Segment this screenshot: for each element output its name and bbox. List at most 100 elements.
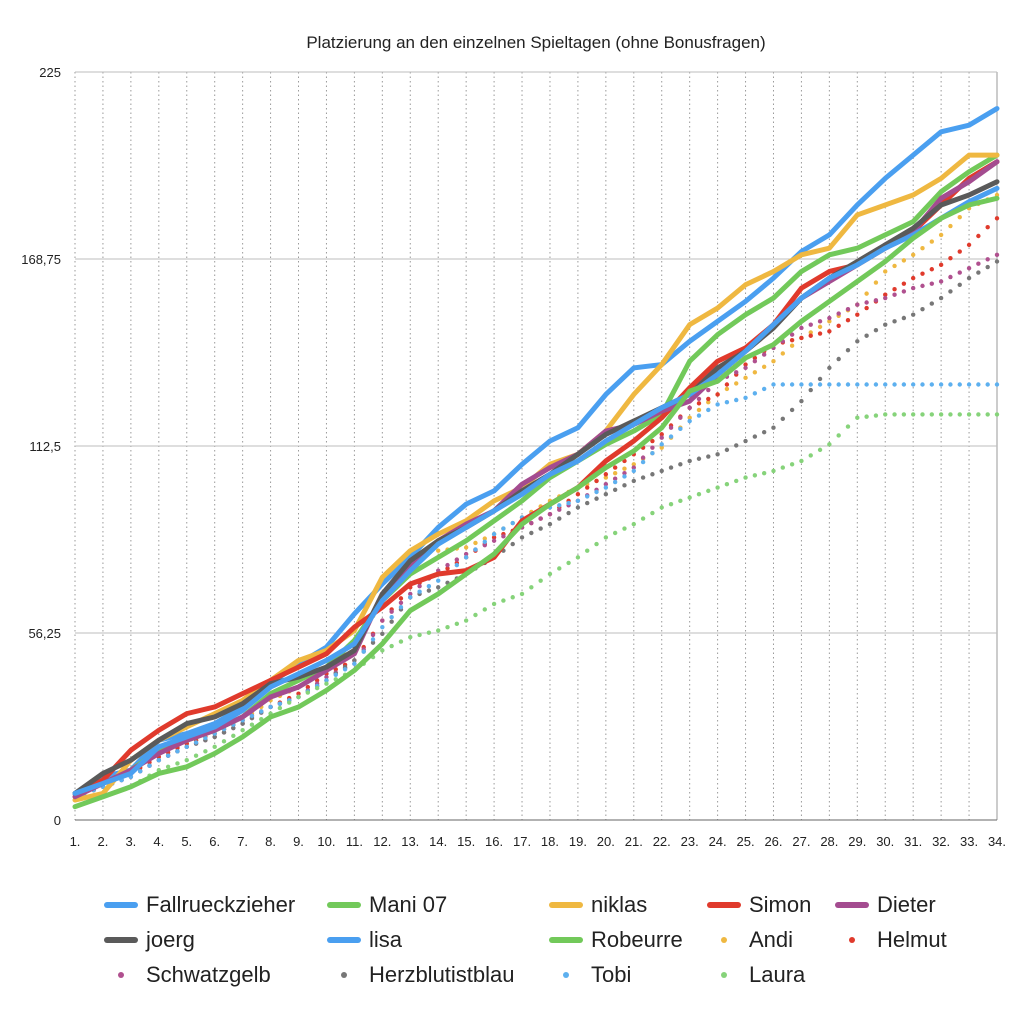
data-point <box>482 539 487 545</box>
data-point <box>789 407 795 413</box>
x-tick-label: 3. <box>125 834 136 849</box>
data-point <box>966 265 972 271</box>
data-point <box>212 734 217 740</box>
legend-item-niklas: niklas <box>549 888 647 922</box>
data-point <box>808 330 813 335</box>
data-point <box>901 382 907 387</box>
data-point <box>585 548 590 553</box>
data-point <box>994 382 1000 387</box>
data-point <box>221 730 227 735</box>
data-point <box>743 438 748 444</box>
data-point <box>463 555 469 560</box>
data-point <box>734 381 739 386</box>
legend-swatch <box>549 895 583 915</box>
data-point <box>361 649 366 654</box>
data-point <box>799 335 804 341</box>
y-tick-label: 0 <box>54 813 61 828</box>
data-point <box>892 292 897 297</box>
x-tick-label: 33. <box>960 834 978 849</box>
data-point <box>817 447 823 453</box>
data-point <box>706 454 711 459</box>
x-tick-label: 20. <box>597 834 615 849</box>
data-point <box>594 478 599 484</box>
data-point <box>175 749 180 754</box>
series-line-robeurre <box>72 195 1000 810</box>
data-point <box>417 589 422 594</box>
legend-label: joerg <box>146 927 195 952</box>
data-point <box>752 355 758 361</box>
data-point <box>501 534 506 539</box>
data-point <box>678 498 683 504</box>
data-point <box>203 749 208 754</box>
data-point <box>920 412 925 417</box>
data-point <box>473 547 478 552</box>
y-tick-label: 225 <box>39 65 61 80</box>
data-point <box>864 382 869 387</box>
data-point <box>994 216 1000 221</box>
data-point <box>761 364 767 369</box>
data-point <box>752 359 758 364</box>
data-point <box>370 637 376 642</box>
line-chart: Platzierung an den einzelnen Spieltagen … <box>21 33 1006 849</box>
data-point <box>445 566 450 571</box>
data-point <box>827 319 832 324</box>
x-tick-label: 6. <box>209 834 220 849</box>
data-point <box>575 505 581 510</box>
data-point <box>324 681 329 686</box>
data-point <box>883 295 888 301</box>
data-point <box>855 415 860 420</box>
data-point <box>240 721 245 726</box>
data-point <box>585 494 590 499</box>
data-point <box>370 632 376 638</box>
data-point <box>985 382 990 387</box>
data-point <box>324 674 329 680</box>
data-point <box>519 535 525 540</box>
x-tick-label: 10. <box>317 834 335 849</box>
data-point <box>547 511 553 517</box>
data-point <box>603 535 609 540</box>
data-point <box>817 382 823 387</box>
data-point <box>678 415 683 420</box>
data-point <box>678 462 683 467</box>
data-point <box>612 530 618 536</box>
data-point <box>771 359 776 364</box>
data-point <box>436 628 441 633</box>
data-point <box>687 458 692 464</box>
data-point <box>920 306 925 312</box>
data-point <box>212 744 217 750</box>
data-point <box>724 382 730 387</box>
data-point <box>845 424 851 429</box>
data-point <box>938 295 944 301</box>
legend-swatch <box>707 895 741 915</box>
data-point <box>687 495 692 500</box>
data-point <box>761 429 767 435</box>
data-point <box>622 470 627 476</box>
data-point <box>892 412 897 417</box>
x-tick-label: 11. <box>346 834 363 849</box>
legend-label: Andi <box>749 927 794 952</box>
legend-item-tobi: Tobi <box>549 958 631 992</box>
x-tick-label: 23. <box>681 834 699 849</box>
legend-label: Mani 07 <box>369 892 448 917</box>
data-point <box>715 485 720 490</box>
data-point <box>752 370 758 375</box>
data-point <box>156 757 162 763</box>
data-point <box>966 382 972 387</box>
data-point <box>789 462 795 467</box>
data-point <box>752 434 758 439</box>
data-point <box>883 322 888 327</box>
data-point <box>668 501 674 507</box>
data-point <box>780 351 785 356</box>
data-point <box>929 382 935 387</box>
data-point <box>417 583 422 589</box>
data-point <box>165 753 171 758</box>
x-tick-label: 13. <box>401 834 419 849</box>
data-point <box>640 459 646 465</box>
legend-swatch <box>104 895 138 915</box>
data-point <box>892 263 897 269</box>
data-point <box>976 261 981 266</box>
data-point <box>957 214 962 220</box>
data-point <box>985 264 990 270</box>
data-point <box>314 685 320 691</box>
data-point <box>529 530 534 536</box>
